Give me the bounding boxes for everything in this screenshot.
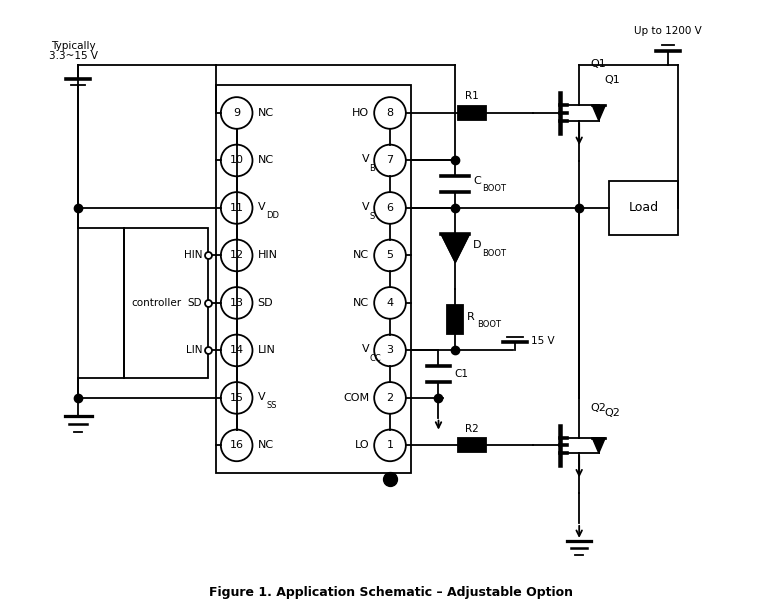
- Text: NC: NC: [258, 108, 273, 118]
- Text: 2: 2: [387, 393, 394, 403]
- Text: SD: SD: [187, 298, 202, 308]
- Text: LIN: LIN: [186, 346, 202, 355]
- Bar: [124, 228, 208, 378]
- Text: V: V: [362, 344, 370, 355]
- Text: Figure 1. Application Schematic – Adjustable Option: Figure 1. Application Schematic – Adjust…: [209, 586, 573, 599]
- Text: V: V: [258, 202, 265, 212]
- Text: 4: 4: [387, 298, 394, 308]
- Text: 6: 6: [387, 203, 394, 213]
- Bar: [458, 439, 486, 452]
- Text: C: C: [473, 176, 481, 186]
- Text: CC: CC: [370, 355, 381, 364]
- Text: DD: DD: [266, 211, 280, 220]
- Text: Typically: Typically: [51, 41, 96, 50]
- Text: NC: NC: [353, 298, 370, 308]
- Text: LO: LO: [355, 440, 370, 451]
- Text: 12: 12: [229, 250, 244, 260]
- Text: NC: NC: [258, 155, 273, 166]
- Text: 14: 14: [229, 346, 244, 355]
- Text: R2: R2: [465, 424, 479, 434]
- Text: BOOT: BOOT: [477, 320, 501, 329]
- Polygon shape: [592, 106, 605, 121]
- Text: Up to 1200 V: Up to 1200 V: [634, 26, 702, 36]
- Text: B: B: [370, 164, 375, 173]
- Text: V: V: [362, 202, 370, 212]
- Text: LIN: LIN: [258, 346, 276, 355]
- Text: V: V: [258, 392, 265, 402]
- Text: HIN: HIN: [258, 250, 277, 260]
- Text: Q2: Q2: [604, 408, 620, 418]
- Text: HIN: HIN: [183, 250, 202, 260]
- Text: D: D: [473, 241, 482, 250]
- Bar: [447, 305, 464, 334]
- Text: 7: 7: [387, 155, 394, 166]
- Text: SD: SD: [258, 298, 273, 308]
- Text: BOOT: BOOT: [482, 249, 506, 258]
- Text: S: S: [370, 212, 374, 221]
- Text: 16: 16: [229, 440, 244, 451]
- Text: C1: C1: [454, 369, 468, 379]
- Text: R1: R1: [465, 91, 479, 101]
- Text: R: R: [467, 311, 475, 322]
- Text: 13: 13: [229, 298, 244, 308]
- Bar: [458, 106, 486, 120]
- Text: Q2: Q2: [590, 403, 606, 413]
- Text: BOOT: BOOT: [482, 184, 506, 193]
- Text: 3.3~15 V: 3.3~15 V: [49, 50, 98, 61]
- Text: COM: COM: [343, 393, 370, 403]
- Text: NC: NC: [353, 250, 370, 260]
- Text: 3: 3: [387, 346, 394, 355]
- Text: 9: 9: [233, 108, 240, 118]
- Text: 5: 5: [387, 250, 394, 260]
- Text: Load: Load: [629, 202, 659, 214]
- Polygon shape: [442, 235, 469, 262]
- Text: NC: NC: [258, 440, 273, 451]
- Text: 15: 15: [229, 393, 244, 403]
- Bar: [216, 85, 411, 473]
- Text: 10: 10: [229, 155, 244, 166]
- Bar: [609, 181, 678, 235]
- Text: SS: SS: [266, 401, 277, 410]
- Text: 1: 1: [387, 440, 394, 451]
- Text: 15 V: 15 V: [531, 335, 554, 346]
- Text: Q1: Q1: [590, 59, 606, 70]
- Text: controller: controller: [131, 298, 181, 308]
- Text: 11: 11: [229, 203, 244, 213]
- Polygon shape: [592, 438, 605, 453]
- Text: HO: HO: [352, 108, 370, 118]
- Text: 8: 8: [387, 108, 394, 118]
- Text: Q1: Q1: [604, 76, 620, 85]
- Text: V: V: [362, 154, 370, 164]
